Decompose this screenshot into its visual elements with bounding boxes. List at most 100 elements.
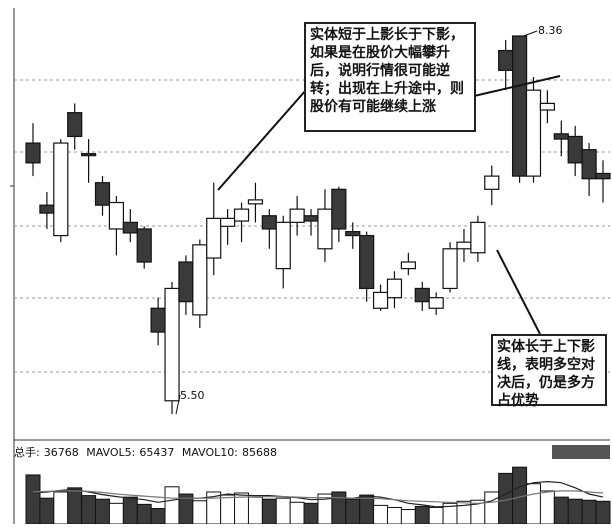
volume-bar bbox=[345, 498, 361, 525]
candle bbox=[331, 186, 347, 243]
candle-body bbox=[275, 221, 291, 270]
mavol10-value: 85688 bbox=[242, 446, 277, 459]
candle bbox=[275, 215, 291, 289]
candle-body bbox=[220, 217, 236, 227]
volume-bar bbox=[595, 500, 611, 525]
volume-total-value: 36768 bbox=[43, 446, 79, 459]
candle-body bbox=[331, 188, 347, 230]
candle-body bbox=[470, 221, 486, 254]
candle-body bbox=[511, 35, 528, 177]
candle bbox=[581, 143, 597, 196]
price-labels: 8.36 5.50 bbox=[175, 24, 563, 415]
volume-bar bbox=[553, 496, 569, 525]
volume-bar bbox=[428, 506, 444, 525]
volume-bar bbox=[275, 497, 291, 525]
candle bbox=[484, 165, 500, 206]
annotation-leader-peak bbox=[473, 75, 561, 97]
candle-body bbox=[595, 172, 611, 180]
candle-body bbox=[178, 261, 194, 303]
candle bbox=[247, 182, 264, 223]
candle-body bbox=[108, 201, 125, 230]
candle-body bbox=[261, 215, 277, 230]
candle bbox=[553, 120, 569, 157]
candle bbox=[442, 242, 458, 293]
volume-bar bbox=[136, 503, 152, 525]
candle-body bbox=[400, 261, 416, 270]
candle-body bbox=[498, 49, 514, 71]
candle-body bbox=[581, 149, 597, 180]
candle bbox=[386, 271, 403, 309]
candle bbox=[303, 209, 319, 236]
candle bbox=[164, 281, 180, 414]
candle-body bbox=[25, 142, 41, 164]
volume-bar bbox=[81, 495, 97, 525]
candle bbox=[206, 182, 222, 276]
candle bbox=[25, 123, 41, 177]
price-panel bbox=[25, 35, 611, 414]
volume-bar bbox=[25, 474, 41, 525]
candle bbox=[150, 297, 166, 346]
volume-bar bbox=[220, 494, 236, 525]
candle-body bbox=[414, 287, 430, 303]
candle bbox=[359, 231, 375, 302]
volume-bar bbox=[164, 486, 180, 525]
low-price-tick bbox=[175, 394, 181, 415]
high-price-label: 8.36 bbox=[538, 24, 563, 37]
candle bbox=[94, 176, 111, 216]
candle-body bbox=[81, 153, 97, 157]
candle bbox=[220, 209, 236, 245]
mavol10-line bbox=[32, 490, 604, 504]
candle-body bbox=[233, 208, 250, 222]
candle-body bbox=[39, 204, 55, 214]
volume-bar bbox=[108, 502, 124, 525]
candle-body bbox=[136, 228, 152, 263]
volume-bar bbox=[303, 502, 319, 525]
mavol5-line bbox=[32, 480, 604, 508]
candle bbox=[178, 255, 194, 315]
candle-body bbox=[539, 102, 555, 111]
candle bbox=[567, 125, 583, 177]
volume-bar bbox=[331, 491, 347, 525]
candle bbox=[470, 215, 486, 263]
candle bbox=[108, 195, 125, 256]
volume-bar bbox=[150, 508, 166, 525]
volume-bar bbox=[39, 497, 55, 525]
candle-body bbox=[206, 217, 222, 259]
candle bbox=[289, 195, 305, 236]
candle bbox=[511, 35, 528, 183]
volume-bar bbox=[414, 505, 430, 525]
volume-header: 总手: 36768 MAVOL5: 65437 MAVOL10: 85688 bbox=[14, 444, 281, 460]
annotation-box-upper-shadow: 实体短于上影长于下影，如果是在股价大幅攀升后，说明行情很可能逆转；出现在上升途中… bbox=[304, 22, 476, 132]
candle-body bbox=[303, 215, 319, 222]
candle-body bbox=[525, 89, 542, 177]
candle bbox=[122, 209, 138, 243]
volume-bar bbox=[484, 491, 500, 525]
candle-body bbox=[289, 208, 305, 223]
volume-bar bbox=[122, 496, 138, 525]
candle-body bbox=[164, 287, 180, 402]
volume-bar bbox=[359, 494, 375, 525]
candle-body bbox=[345, 231, 361, 237]
candle-body bbox=[359, 234, 375, 290]
volume-bar bbox=[581, 499, 597, 525]
candle-body bbox=[553, 133, 569, 140]
candle bbox=[192, 239, 208, 329]
volume-bar bbox=[373, 504, 389, 525]
candle bbox=[456, 228, 472, 263]
volume-bar bbox=[539, 490, 555, 525]
candle bbox=[233, 202, 250, 243]
volume-bar bbox=[192, 500, 208, 525]
volume-bar bbox=[386, 506, 402, 525]
candle bbox=[39, 191, 55, 229]
candle bbox=[372, 284, 389, 311]
candle-body bbox=[150, 307, 166, 333]
candle bbox=[595, 160, 611, 203]
annotation-leaders bbox=[217, 75, 561, 335]
volume-header-bar bbox=[552, 445, 610, 459]
mavol10-label: MAVOL10: bbox=[181, 446, 238, 459]
low-price-label: 5.50 bbox=[180, 389, 205, 402]
candle-body bbox=[484, 175, 500, 190]
volume-bar bbox=[289, 501, 305, 525]
annotation-leader-long-body bbox=[496, 249, 541, 335]
candle-body bbox=[94, 182, 111, 206]
